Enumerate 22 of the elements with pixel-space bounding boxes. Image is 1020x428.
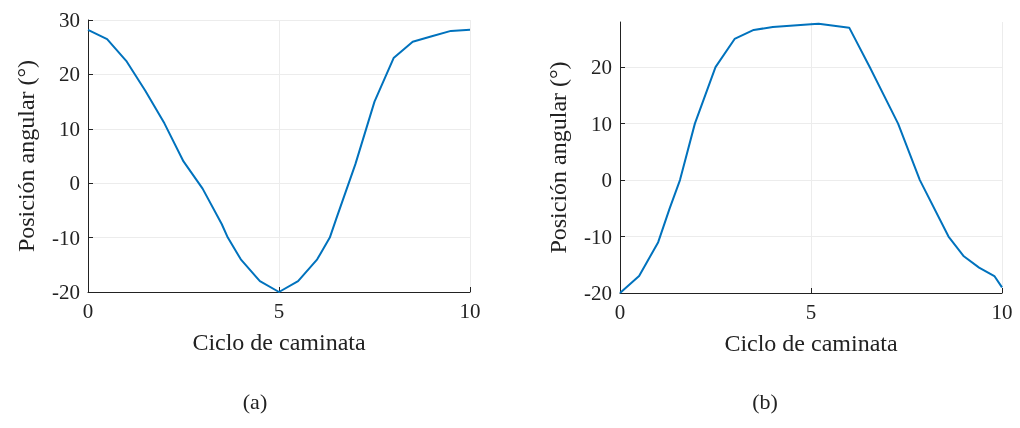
y-tick-label: 10 bbox=[591, 111, 612, 136]
y-axis-title: Posición angular (°) bbox=[545, 61, 571, 254]
x-tick-label: 10 bbox=[459, 298, 481, 323]
y-tick-label: -10 bbox=[52, 225, 80, 250]
y-tick-label: -20 bbox=[584, 281, 612, 305]
x-axis-title: Ciclo de caminata bbox=[724, 330, 898, 356]
y-tick-label: -20 bbox=[52, 280, 80, 304]
y-tick-label: 20 bbox=[591, 55, 612, 80]
text: (b) bbox=[752, 388, 778, 414]
y-tick-label: 30 bbox=[59, 8, 80, 32]
y-tick-label: 20 bbox=[59, 62, 80, 87]
x-tick-label: 10 bbox=[991, 299, 1013, 324]
y-tick-label: -10 bbox=[584, 224, 612, 249]
y-tick-label: 0 bbox=[69, 171, 80, 196]
x-axis-title: Ciclo de caminata bbox=[192, 329, 366, 355]
y-tick-label: 0 bbox=[601, 168, 612, 193]
text: (a) bbox=[242, 388, 268, 414]
line-series bbox=[619, 22, 1003, 294]
y-axis-title: Posición angular (°) bbox=[13, 59, 39, 253]
x-tick-label: 5 bbox=[805, 299, 817, 324]
y-tick-label: 10 bbox=[59, 116, 80, 141]
x-tick-label: 5 bbox=[273, 298, 285, 323]
